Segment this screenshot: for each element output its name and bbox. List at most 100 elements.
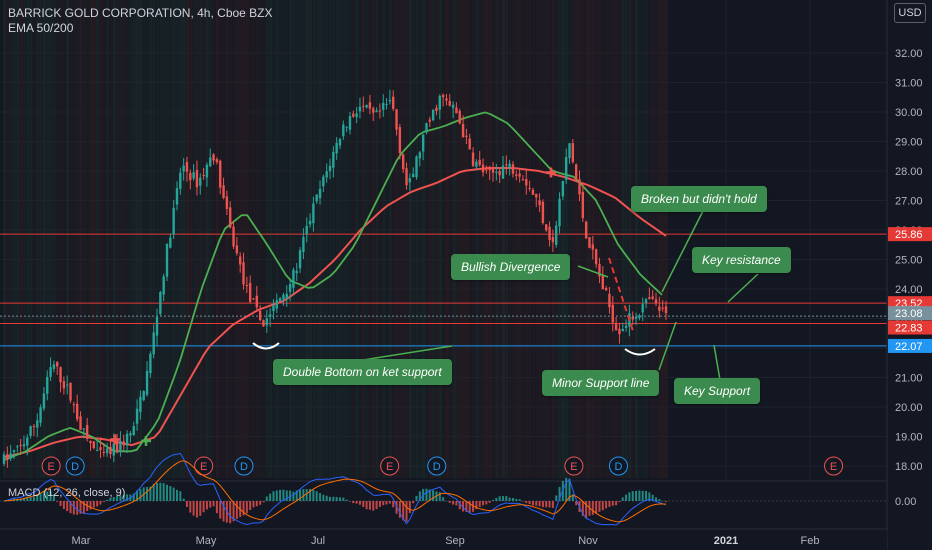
arrow-line bbox=[658, 321, 677, 371]
macd-histogram-bar bbox=[641, 490, 644, 501]
volume-bar bbox=[59, 0, 63, 478]
candle bbox=[56, 362, 59, 367]
volume-bar bbox=[508, 0, 512, 478]
currency-button[interactable]: USD bbox=[894, 3, 926, 23]
time-tick-label: Feb bbox=[801, 535, 820, 547]
annotation-minor-support[interactable]: Minor Support line bbox=[542, 370, 660, 396]
macd-histogram-bar bbox=[462, 501, 465, 512]
macd-histogram-bar bbox=[289, 490, 292, 501]
macd-tick-label: 0.00 bbox=[895, 496, 916, 508]
candle bbox=[308, 220, 312, 225]
volume-bar bbox=[96, 0, 100, 478]
candle bbox=[505, 164, 508, 166]
macd-histogram-bar bbox=[62, 501, 65, 510]
candle bbox=[388, 99, 392, 102]
chart-title: BARRICK GOLD CORPORATION, 4h, Cboe BZX bbox=[8, 6, 273, 20]
candle bbox=[302, 237, 305, 253]
candle bbox=[89, 440, 92, 444]
candle bbox=[225, 196, 229, 209]
annotation-bullish-divergence[interactable]: Bullish Divergence bbox=[451, 254, 571, 280]
event-marker bbox=[380, 456, 400, 476]
candle bbox=[258, 310, 262, 320]
volume-bar bbox=[239, 0, 243, 478]
volume-bar bbox=[32, 0, 36, 478]
arrow-line bbox=[577, 265, 609, 278]
candle bbox=[105, 448, 109, 454]
volume-bar bbox=[312, 0, 316, 478]
macd-histogram-bar bbox=[601, 501, 604, 511]
volume-bar bbox=[398, 0, 402, 478]
macd-legend[interactable]: MACD (12, 26, close, 9) bbox=[8, 487, 126, 499]
macd-histogram-bar bbox=[159, 482, 162, 501]
price-tick-label: 32.00 bbox=[895, 48, 923, 60]
arrow-line bbox=[661, 210, 704, 293]
macd-histogram-bar bbox=[412, 501, 415, 504]
annotation-double-bottom[interactable]: Double Bottom on ket support bbox=[273, 359, 452, 385]
volume-bar bbox=[658, 0, 662, 478]
volume-bar bbox=[175, 0, 180, 478]
candle bbox=[69, 382, 72, 401]
volume-bar bbox=[528, 0, 532, 478]
macd-histogram-bar bbox=[531, 501, 534, 506]
indicator-legend[interactable]: EMA 50/200 bbox=[8, 21, 74, 35]
volume-bar bbox=[19, 0, 23, 478]
candle bbox=[435, 107, 438, 112]
macd-histogram-bar bbox=[388, 501, 391, 504]
volume-bar bbox=[99, 0, 103, 478]
macd-histogram-bar bbox=[398, 501, 401, 518]
macd-line bbox=[3, 452, 667, 526]
macd-histogram-bar bbox=[156, 482, 159, 501]
macd-histogram-bar bbox=[581, 501, 584, 516]
candle bbox=[145, 370, 149, 395]
annotation-key-support[interactable]: Key Support bbox=[674, 378, 761, 404]
candle bbox=[538, 200, 541, 206]
candle bbox=[598, 263, 601, 277]
macd-histogram-bar bbox=[551, 501, 554, 508]
time-tick-label: Nov bbox=[578, 535, 598, 547]
volume-bar bbox=[52, 0, 56, 478]
price-tick-label: 18.00 bbox=[895, 461, 923, 473]
event-marker bbox=[41, 456, 61, 476]
price-level-label: 22.83 bbox=[895, 323, 923, 335]
candle bbox=[588, 237, 591, 248]
candle bbox=[421, 134, 425, 152]
macd-histogram-bar bbox=[209, 501, 212, 508]
price-axis-background bbox=[887, 0, 932, 550]
volume-bar bbox=[152, 0, 156, 478]
macd-histogram-bar bbox=[76, 501, 79, 515]
macd-histogram-bar bbox=[665, 501, 667, 502]
macd-histogram-bar bbox=[638, 490, 641, 501]
macd-histogram-bar bbox=[565, 477, 568, 501]
macd-histogram-bar bbox=[149, 486, 152, 501]
candle bbox=[42, 393, 46, 409]
macd-histogram-bar bbox=[319, 493, 322, 501]
earnings-marker: E bbox=[570, 461, 577, 473]
macd-histogram-bar bbox=[645, 490, 648, 501]
volume-bar bbox=[405, 0, 409, 478]
macd-histogram-bar bbox=[112, 497, 115, 501]
volume-bar bbox=[279, 0, 283, 478]
candle bbox=[172, 207, 175, 235]
annotation-broken[interactable]: Broken but didn't hold bbox=[631, 186, 767, 212]
price-tick-label: 30.00 bbox=[895, 107, 923, 119]
candle bbox=[498, 171, 501, 176]
volume-bar bbox=[625, 0, 629, 478]
macd-histogram-bar bbox=[618, 501, 621, 503]
macd-histogram-bar bbox=[212, 501, 215, 507]
volume-bar bbox=[628, 0, 632, 478]
macd-histogram-bar bbox=[182, 498, 185, 501]
annotation-key-resistance[interactable]: Key resistance bbox=[692, 247, 791, 273]
volume-bar bbox=[565, 0, 569, 478]
candle bbox=[169, 237, 172, 248]
volume-bar bbox=[69, 0, 73, 478]
volume-bar bbox=[585, 0, 589, 478]
candle bbox=[485, 169, 488, 171]
volume-bar bbox=[472, 0, 476, 478]
volume-bar bbox=[315, 0, 319, 478]
macd-histogram-bar bbox=[511, 497, 514, 501]
candle bbox=[448, 100, 451, 106]
candle bbox=[571, 143, 575, 163]
volume-bar bbox=[505, 0, 509, 478]
